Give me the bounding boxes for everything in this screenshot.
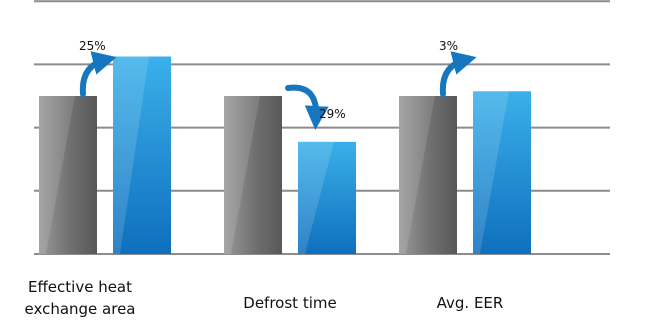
bar-highlight <box>39 96 75 254</box>
bar-highlight <box>224 96 260 254</box>
bar <box>298 141 356 254</box>
bar <box>399 96 457 254</box>
x-axis-label: Avg. EER <box>436 294 504 312</box>
annotation-label: 29% <box>319 107 346 121</box>
bar <box>224 96 282 254</box>
annotation-label: 3% <box>439 39 458 53</box>
x-axis-label: Effective heat exchange area <box>24 278 136 318</box>
bar-highlight <box>113 56 149 254</box>
increase-arrow-icon <box>79 51 117 97</box>
annotations: 25% 29% 3% <box>79 39 477 130</box>
increase-arrow-icon <box>439 51 477 97</box>
bar-highlight <box>473 91 509 254</box>
bar-highlight <box>399 96 435 254</box>
bar <box>39 96 97 254</box>
annotation-label: 25% <box>79 39 106 53</box>
x-axis-label: Defrost time <box>243 294 337 312</box>
bars <box>39 56 531 254</box>
bar <box>113 56 171 254</box>
bar <box>473 91 531 254</box>
bar-highlight <box>298 141 334 254</box>
decrease-arrow-icon <box>285 84 329 130</box>
